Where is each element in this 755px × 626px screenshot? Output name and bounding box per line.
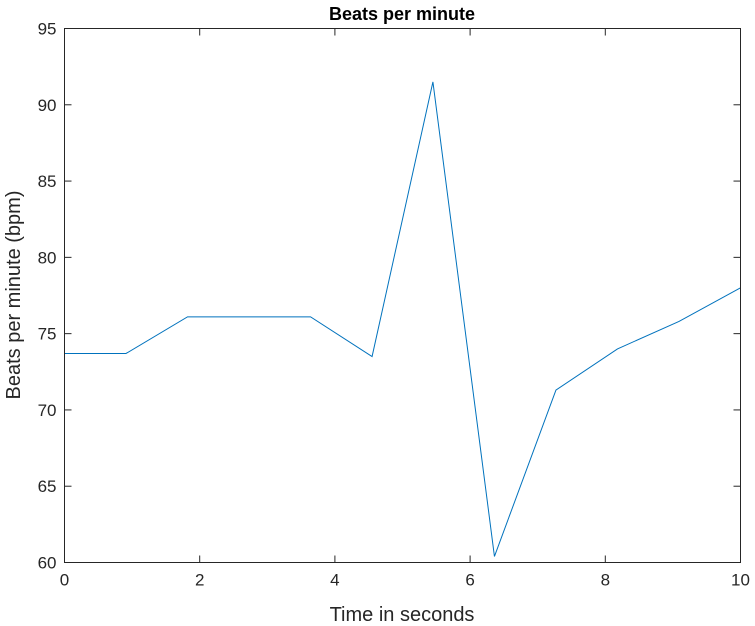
y-tick-label: 90 [38,96,57,115]
y-axis-label: Beats per minute (bpm) [3,191,25,400]
y-tick-label: 75 [38,325,57,344]
y-tick-label: 95 [38,20,57,39]
x-tick-label: 8 [601,571,610,590]
tick-labels: 0 2 4 6 8 10 60 65 70 75 80 85 90 95 [38,20,750,590]
x-axis-label: Time in seconds [330,604,475,626]
x-tick-label: 2 [195,571,204,590]
y-tick-label: 80 [38,248,57,267]
axis-ticks [64,28,741,563]
y-tick-label: 85 [38,172,57,191]
series-line-0 [64,81,741,557]
plot-frame [64,28,741,563]
y-tick-label: 60 [38,554,57,573]
x-tick-label: 0 [60,571,69,590]
y-tick-label: 70 [38,401,57,420]
series-group [64,81,741,557]
x-tick-label: 4 [330,571,339,590]
y-tick-label: 65 [38,477,57,496]
x-tick-label: 10 [731,571,750,590]
x-tick-label: 6 [465,571,474,590]
chart-title: Beats per minute [329,4,475,24]
